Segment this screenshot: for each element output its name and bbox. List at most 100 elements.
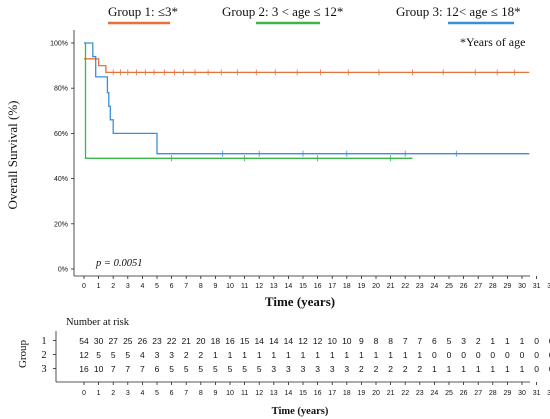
- legend: Group 1: ≤3* Group 2: 3 < age ≤ 12* Grou…: [108, 4, 521, 23]
- risk-count: 15: [240, 336, 250, 346]
- risk-count: 2: [374, 364, 379, 374]
- x-tick-label: 9: [213, 283, 217, 290]
- x-tick-label: 7: [184, 283, 188, 290]
- risk-count: 1: [344, 350, 349, 360]
- risk-count: 8: [388, 336, 393, 346]
- risk-table-x-ticks: 0123456789101112131415161718192021222324…: [82, 382, 550, 397]
- risk-count: 1: [505, 336, 510, 346]
- risk-count: 16: [225, 336, 235, 346]
- risk-count: 1: [490, 336, 495, 346]
- risk-count: 1: [242, 350, 247, 360]
- risk-count: 30: [94, 336, 104, 346]
- risk-count: 1: [228, 350, 233, 360]
- risk-x-tick-label: 18: [343, 390, 351, 397]
- y-tick-label: 40%: [54, 176, 68, 183]
- risk-count: 0: [534, 364, 539, 374]
- risk-count: 2: [388, 364, 393, 374]
- risk-x-tick-label: 14: [285, 390, 293, 397]
- risk-count: 5: [96, 350, 101, 360]
- risk-count: 10: [327, 336, 337, 346]
- risk-count: 1: [330, 350, 335, 360]
- risk-count: 12: [79, 350, 89, 360]
- x-tick-label: 2: [111, 283, 115, 290]
- risk-count: 14: [284, 336, 294, 346]
- x-tick-label: 11: [241, 283, 248, 290]
- risk-count: 1: [388, 350, 393, 360]
- risk-x-tick-label: 3: [126, 390, 130, 397]
- risk-count: 0: [520, 350, 525, 360]
- risk-count: 2: [359, 364, 364, 374]
- risk-x-tick-label: 8: [199, 390, 203, 397]
- risk-count: 3: [330, 364, 335, 374]
- x-tick-label: 1: [97, 283, 101, 290]
- risk-count: 10: [342, 336, 352, 346]
- y-tick-label: 0%: [58, 267, 68, 274]
- risk-count: 2: [417, 364, 422, 374]
- risk-count: 4: [140, 350, 145, 360]
- risk-count: 8: [374, 336, 379, 346]
- risk-count: 6: [155, 364, 160, 374]
- x-tick-label: 22: [401, 283, 409, 290]
- risk-count: 5: [242, 364, 247, 374]
- risk-count: 14: [254, 336, 264, 346]
- risk-count: 6: [432, 336, 437, 346]
- risk-count: 2: [476, 336, 481, 346]
- x-tick-label: 24: [431, 283, 439, 290]
- risk-count: 3: [271, 364, 276, 374]
- survival-curve-group-1: [84, 59, 529, 73]
- p-value-label: p = 0.0051: [95, 258, 142, 269]
- risk-count: 10: [94, 364, 104, 374]
- x-tick-label: 15: [299, 283, 307, 290]
- risk-x-tick-label: 7: [184, 390, 188, 397]
- legend-entry-group-1: Group 1: ≤3*: [108, 4, 178, 23]
- risk-count: 5: [184, 364, 189, 374]
- survival-curves: [84, 43, 529, 161]
- risk-x-tick-label: 23: [416, 390, 424, 397]
- y-tick-label: 60%: [54, 131, 68, 138]
- y-tick-label: 80%: [54, 86, 68, 93]
- x-tick-label: 26: [460, 283, 468, 290]
- risk-count: 1: [447, 364, 452, 374]
- risk-x-tick-label: 19: [358, 390, 366, 397]
- risk-x-tick-label: 17: [328, 390, 336, 397]
- risk-count: 22: [167, 336, 177, 346]
- years-of-age-note: *Years of age: [460, 35, 525, 49]
- x-tick-label: 12: [255, 283, 263, 290]
- risk-table: Number at risk Group 1543027252623222120…: [17, 317, 550, 417]
- risk-x-tick-label: 28: [489, 390, 497, 397]
- risk-count: 26: [138, 336, 148, 346]
- risk-x-tick-label: 31: [533, 390, 541, 397]
- y-axis-title: Overall Survival (%): [5, 100, 20, 209]
- risk-count: 16: [79, 364, 89, 374]
- risk-count: 1: [374, 350, 379, 360]
- risk-count: 1: [213, 350, 218, 360]
- risk-count: 1: [505, 364, 510, 374]
- risk-count: 0: [534, 336, 539, 346]
- risk-table-x-title: Time (years): [272, 406, 329, 417]
- risk-row-label: 3: [41, 364, 46, 375]
- risk-count: 0: [490, 350, 495, 360]
- x-tick-label: 13: [270, 283, 278, 290]
- x-tick-label: 30: [518, 283, 526, 290]
- x-tick-group: 0123456789101112131415161718192021222324…: [82, 276, 550, 290]
- risk-count: 5: [228, 364, 233, 374]
- risk-table-group-label: Group: [17, 339, 29, 368]
- risk-x-tick-label: 25: [445, 390, 453, 397]
- risk-row-label: 2: [41, 350, 46, 361]
- risk-count: 18: [211, 336, 221, 346]
- risk-count: 3: [315, 364, 320, 374]
- risk-x-tick-label: 10: [226, 390, 234, 397]
- x-tick-label: 0: [82, 283, 86, 290]
- risk-count: 14: [269, 336, 279, 346]
- risk-x-tick-label: 4: [140, 390, 144, 397]
- risk-count: 5: [447, 336, 452, 346]
- risk-x-tick-label: 5: [155, 390, 159, 397]
- survival-curve-group-3: [84, 43, 529, 154]
- x-tick-label: 19: [358, 283, 366, 290]
- risk-table-rows: 1543027252623222120181615141414121210109…: [41, 336, 550, 375]
- risk-x-tick-label: 9: [213, 390, 217, 397]
- risk-count: 0: [461, 350, 466, 360]
- risk-x-tick-label: 0: [82, 390, 86, 397]
- risk-count: 7: [403, 336, 408, 346]
- risk-count: 1: [315, 350, 320, 360]
